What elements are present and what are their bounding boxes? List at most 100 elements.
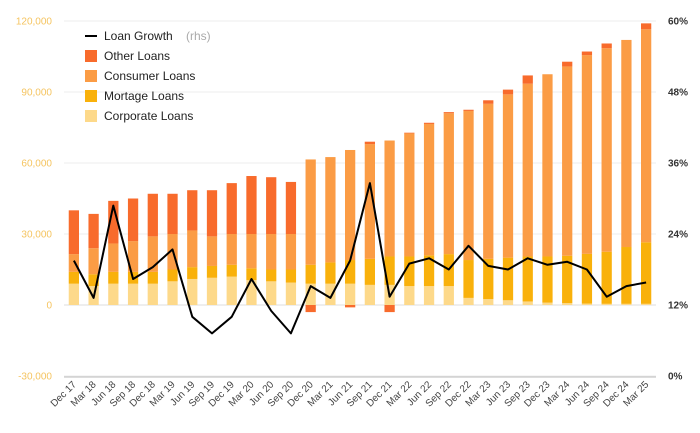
growth-line-series bbox=[73, 182, 647, 335]
y-left-tick-label: -30,000 bbox=[18, 372, 52, 383]
bar-mortage-loans bbox=[483, 258, 494, 300]
y-right-tick-label: 12% bbox=[668, 301, 688, 312]
bar-mortage-loans bbox=[522, 256, 533, 302]
gridlines bbox=[64, 20, 656, 377]
bar-consumer-loans bbox=[266, 234, 277, 270]
bar-corporate-loans bbox=[364, 284, 375, 305]
bar-other-loans bbox=[108, 200, 119, 244]
y-right-tick-label: 48% bbox=[668, 88, 688, 99]
legend-label-loan-growth: Loan Growth bbox=[104, 29, 173, 43]
bar-other-loans bbox=[601, 43, 612, 49]
y-left-tick-label: 120,000 bbox=[16, 17, 53, 28]
bar-other-loans bbox=[345, 305, 356, 308]
bar-consumer-loans bbox=[68, 254, 79, 272]
bar-corporate-loans bbox=[581, 303, 593, 305]
y-left-tick-label: 30,000 bbox=[21, 230, 52, 241]
bar-mortage-loans bbox=[463, 260, 474, 298]
bar-corporate-loans bbox=[167, 281, 178, 305]
bar-corporate-loans bbox=[601, 303, 612, 305]
bar-corporate-loans bbox=[127, 283, 139, 305]
bar-other-loans bbox=[483, 100, 494, 104]
bar-consumer-loans bbox=[404, 133, 415, 257]
legend-swatch bbox=[85, 70, 97, 82]
bar-consumer-loans bbox=[88, 248, 99, 275]
bar-corporate-loans bbox=[266, 281, 277, 305]
bar-corporate-loans bbox=[147, 283, 158, 305]
bar-consumer-loans bbox=[542, 74, 553, 257]
bar-corporate-loans bbox=[562, 303, 573, 305]
bar-other-loans bbox=[266, 177, 277, 234]
bar-corporate-loans bbox=[345, 283, 356, 305]
bar-corporate-loans bbox=[68, 283, 79, 305]
bar-mortage-loans bbox=[601, 251, 612, 304]
loan-growth-line bbox=[73, 182, 647, 335]
bar-consumer-loans bbox=[581, 55, 593, 254]
bar-mortage-loans bbox=[345, 260, 356, 284]
bar-mortage-loans bbox=[246, 268, 257, 281]
bar-consumer-loans bbox=[384, 140, 395, 257]
bar-other-loans bbox=[364, 141, 375, 145]
bar-consumer-loans bbox=[246, 234, 257, 269]
y-left-tick-label: 60,000 bbox=[21, 159, 52, 170]
y-left-tick-label: 90,000 bbox=[21, 88, 52, 99]
bar-consumer-loans bbox=[325, 157, 336, 263]
bar-other-loans bbox=[562, 61, 573, 67]
legend-label: Mortage Loans bbox=[104, 89, 184, 103]
bar-other-loans bbox=[305, 305, 316, 313]
bar-other-loans bbox=[404, 132, 415, 134]
bar-corporate-loans bbox=[305, 283, 316, 305]
bar-corporate-loans bbox=[463, 297, 474, 305]
legend-unit-rhs: (rhs) bbox=[186, 29, 211, 43]
bar-mortage-loans bbox=[147, 271, 158, 284]
bar-mortage-loans bbox=[423, 255, 435, 287]
bar-corporate-loans bbox=[522, 301, 533, 305]
bar-consumer-loans bbox=[483, 103, 494, 259]
bar-mortage-loans bbox=[325, 262, 336, 284]
y-right-tick-label: 24% bbox=[668, 230, 688, 241]
bar-mortage-loans bbox=[364, 258, 375, 285]
bar-mortage-loans bbox=[621, 247, 632, 304]
bar-consumer-loans bbox=[305, 159, 316, 265]
y-right-tick-label: 0% bbox=[668, 372, 683, 383]
bar-corporate-loans bbox=[206, 277, 218, 305]
bar-other-loans bbox=[423, 122, 435, 124]
legend-swatch bbox=[85, 110, 97, 122]
bar-mortage-loans bbox=[502, 257, 514, 301]
bar-consumer-loans bbox=[127, 241, 139, 272]
bar-mortage-loans bbox=[562, 255, 573, 304]
bar-consumer-loans bbox=[562, 66, 573, 256]
bar-other-loans bbox=[226, 183, 237, 234]
bar-corporate-loans bbox=[404, 286, 415, 305]
bar-corporate-loans bbox=[325, 283, 336, 305]
bar-consumer-loans bbox=[206, 236, 218, 266]
bar-mortage-loans bbox=[167, 269, 178, 282]
bar-mortage-loans bbox=[226, 264, 237, 277]
bar-consumer-loans bbox=[601, 48, 612, 252]
y-right-tick-label: 60% bbox=[668, 17, 688, 28]
bar-mortage-loans bbox=[285, 269, 297, 283]
bar-consumer-loans bbox=[108, 243, 119, 272]
bar-mortage-loans bbox=[266, 269, 277, 282]
bar-other-loans bbox=[502, 89, 514, 95]
bar-consumer-loans bbox=[364, 144, 375, 259]
legend-label: Consumer Loans bbox=[104, 69, 195, 83]
bar-mortage-loans bbox=[88, 274, 99, 287]
bar-other-loans bbox=[206, 190, 218, 237]
bar-consumer-loans bbox=[345, 149, 356, 261]
bar-other-loans bbox=[285, 181, 297, 234]
y-left-tick-label: 0 bbox=[46, 301, 52, 312]
bar-mortage-loans bbox=[68, 271, 79, 284]
bar-consumer-loans bbox=[502, 94, 514, 258]
bar-mortage-loans bbox=[384, 256, 395, 285]
bar-corporate-loans bbox=[246, 280, 257, 305]
bar-mortage-loans bbox=[187, 267, 198, 279]
bar-consumer-loans bbox=[621, 39, 632, 248]
bar-consumer-loans bbox=[522, 83, 533, 257]
bar-corporate-loans bbox=[187, 278, 198, 305]
bar-other-loans bbox=[187, 190, 198, 231]
bar-corporate-loans bbox=[641, 303, 652, 305]
bar-corporate-loans bbox=[423, 286, 435, 305]
bar-other-loans bbox=[68, 210, 79, 255]
